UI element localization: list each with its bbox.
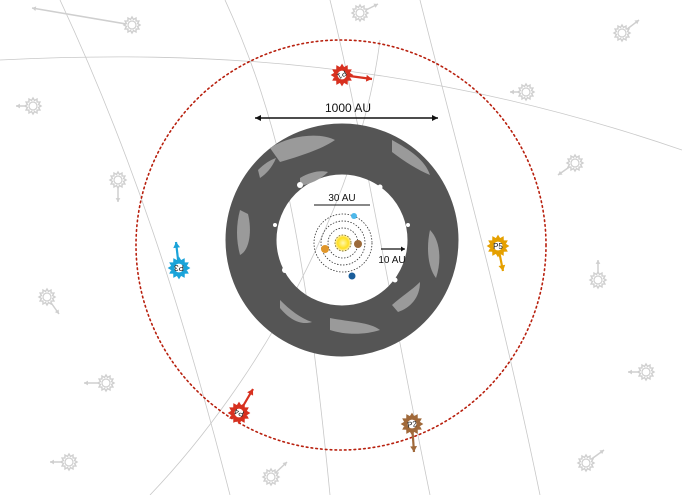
orbit-ring xyxy=(313,213,373,273)
probe-label: P3 xyxy=(174,263,184,272)
probe-p3-icon: P3 xyxy=(167,241,191,280)
probe-p2-icon: P2 xyxy=(400,412,424,453)
scale-bar-10: 10 AU xyxy=(378,246,406,266)
background-star-icon xyxy=(628,362,656,382)
scale-bar-30: 30 AU xyxy=(314,193,370,206)
scale-label-10: 10 AU xyxy=(378,255,405,266)
scale-label-1000: 1000 AU xyxy=(325,101,371,115)
probe-label: P2 xyxy=(406,419,418,430)
scale-label-30: 30 AU xyxy=(328,193,355,204)
track-line xyxy=(329,0,431,496)
background-star-icon xyxy=(350,3,379,23)
background-star-icon xyxy=(31,6,142,35)
disk-dark-speckles xyxy=(273,182,410,299)
planet-blue xyxy=(348,272,356,280)
background-star-icon xyxy=(50,452,79,472)
probe-p4-icon: P4 xyxy=(227,388,254,425)
scale-bar-1000: 1000 AU xyxy=(255,101,438,121)
disk-light-patches xyxy=(237,135,440,334)
track-line xyxy=(0,56,682,151)
probe-label: P1 xyxy=(335,68,348,81)
track-line xyxy=(419,0,541,496)
background-star-icon xyxy=(108,170,128,202)
probes: P1 P2 P3 P4 P5 xyxy=(167,63,510,453)
background-star-icon xyxy=(612,19,640,43)
probe-p1-icon: P1 xyxy=(330,63,373,87)
probe-orbit xyxy=(135,39,547,451)
background-star-icon xyxy=(588,260,608,290)
track-line xyxy=(59,0,231,496)
sun xyxy=(334,234,352,252)
background-star-icon xyxy=(84,373,116,393)
probe-label: P5 xyxy=(493,242,503,251)
background-star-icon xyxy=(261,461,288,487)
background-star-icon xyxy=(510,82,536,102)
track-line xyxy=(149,39,381,496)
planet-brown xyxy=(354,240,362,248)
background-star-icon xyxy=(557,153,585,176)
planet-gold xyxy=(321,245,329,253)
background-stars xyxy=(16,3,656,487)
probe-p5-icon: P5 xyxy=(486,234,510,272)
debris-disk xyxy=(225,123,459,357)
background-star-icon xyxy=(576,449,605,473)
orbit-ring xyxy=(320,220,366,266)
planet-light-blue xyxy=(351,213,357,219)
probe-label: P4 xyxy=(233,406,246,418)
background-star-icon xyxy=(37,287,60,315)
background-star-icon xyxy=(16,96,43,116)
